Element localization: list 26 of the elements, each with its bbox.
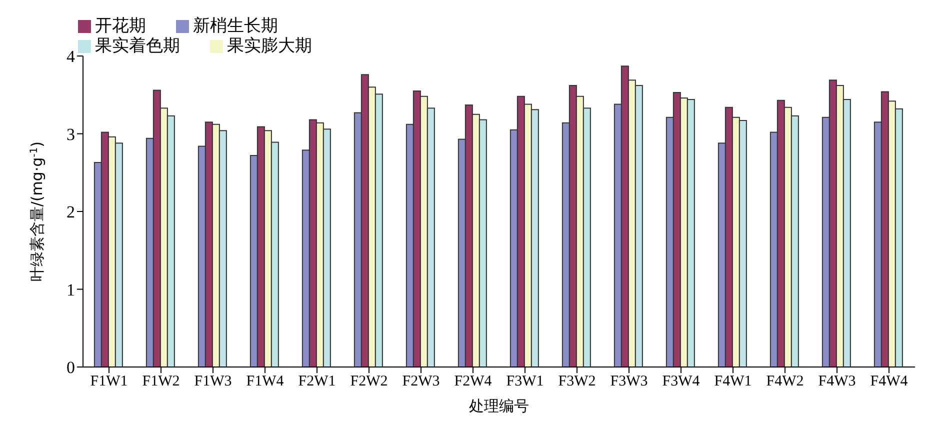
legend-label: 新梢生长期 [193, 16, 278, 36]
x-tick-label: F1W2 [142, 374, 180, 390]
x-tick-label: F4W1 [714, 374, 752, 390]
x-tick-label: F2W3 [402, 374, 440, 390]
x-tick-label: F1W1 [90, 374, 128, 390]
y-tick-label: 1 [66, 280, 75, 300]
legend-label: 果实着色期 [95, 36, 180, 56]
x-tick-label: F3W4 [662, 374, 700, 390]
x-tick-label: F4W3 [818, 374, 856, 390]
y-tick-label: 4 [66, 47, 76, 66]
x-tick-label: F3W1 [506, 374, 544, 390]
x-tick-label: F2W2 [350, 374, 388, 390]
y-tick-label: 3 [66, 124, 75, 144]
x-tick-label: F1W4 [246, 374, 284, 390]
x-tick-label: F3W2 [558, 374, 596, 390]
x-tick-label: F2W4 [454, 374, 492, 390]
x-tick-label: F3W3 [610, 374, 648, 390]
x-tick-label: F1W3 [194, 374, 232, 390]
legend-label: 果实膨大期 [227, 36, 312, 56]
x-tick-label: F4W4 [870, 374, 908, 390]
x-tick-label: F2W1 [298, 374, 336, 390]
x-tick-label: F4W2 [766, 374, 804, 390]
x-axis-title: 处理编号 [469, 397, 529, 415]
y-tick-label: 2 [66, 202, 75, 222]
legend-label: 开花期 [95, 16, 146, 36]
y-tick-label: 0 [66, 358, 75, 378]
